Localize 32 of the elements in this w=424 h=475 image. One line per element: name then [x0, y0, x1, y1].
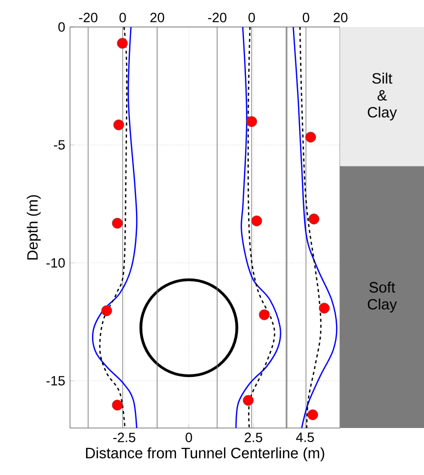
- point: [258, 309, 270, 320]
- x-tick-label: -2.5: [113, 432, 136, 442]
- point: [318, 302, 330, 314]
- x-tick-label: 0: [302, 12, 310, 22]
- y-tick-label: -15: [46, 376, 65, 386]
- y-axis-title: Depth (m): [26, 195, 41, 260]
- x-tick-label: -20: [208, 12, 226, 22]
- y-tick-label: -10: [46, 258, 65, 268]
- point: [112, 218, 123, 229]
- x-tick-label: 20: [150, 12, 164, 22]
- y-tick-label: 0: [58, 22, 65, 32]
- x-tick-label: 4.5: [296, 432, 314, 442]
- x-tick-label: 0: [248, 12, 255, 22]
- point: [113, 119, 124, 130]
- x-tick-label: 0: [119, 12, 126, 22]
- y-tick-label: -5: [54, 140, 65, 150]
- series-label: Soft Clay: [368, 282, 397, 312]
- point: [246, 116, 258, 127]
- point: [307, 409, 318, 420]
- series-label: Silt & Clay: [368, 72, 397, 120]
- x-tick-label: -20: [79, 12, 98, 22]
- point: [116, 38, 128, 49]
- x-tick-label: 2.5: [244, 432, 262, 442]
- x-axis-title: Distance from Tunnel Centerline (m): [86, 447, 324, 462]
- point: [251, 215, 262, 226]
- point: [112, 400, 123, 411]
- point: [305, 132, 316, 143]
- x-tick-label: 0: [186, 432, 192, 442]
- point: [242, 395, 254, 406]
- x-tick-label: 20: [334, 12, 348, 22]
- point: [308, 214, 320, 224]
- point: [101, 305, 112, 316]
